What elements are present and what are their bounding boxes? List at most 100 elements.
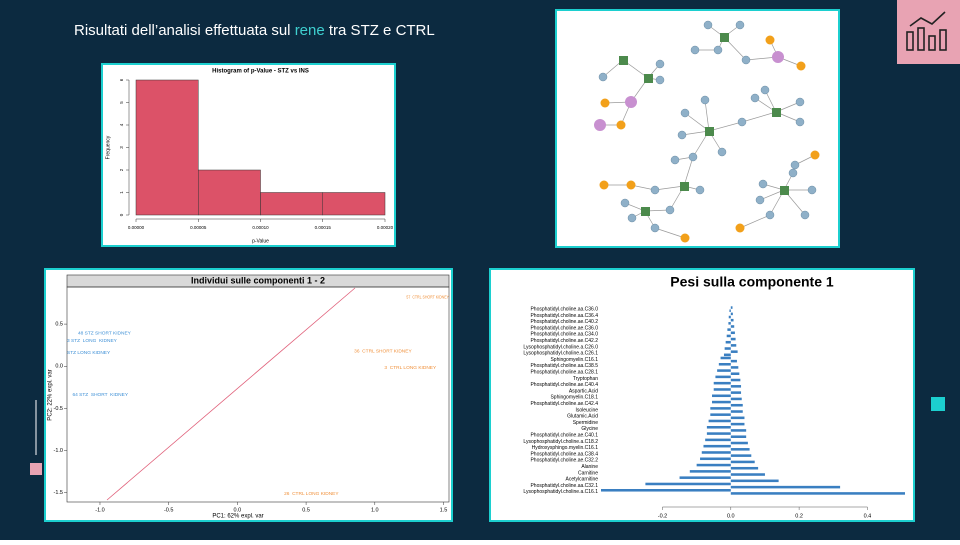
x-tick-label: -1.0 [95,507,104,513]
bar [730,344,737,347]
bar [710,413,731,416]
bar [260,192,323,216]
network-nodes [598,20,817,233]
bar [730,441,748,445]
bar [730,331,735,335]
bar [679,476,731,479]
bar [730,416,745,420]
bar [730,492,905,495]
point-label: 36 CTRL SHORT KIDNEY [354,348,412,354]
chart-title: Pesi sulla componente 1 [670,274,834,290]
y-tick-label: Isoleucine [575,407,598,413]
bar [708,419,731,423]
bar [730,318,734,322]
x-axis-label: PC1: 62% expl. var [212,514,263,520]
network-nodes-purple [594,51,784,131]
bar [730,473,765,476]
y-tick-label: 2 [119,168,124,171]
x-tick-label: 0.00005 [190,225,207,230]
slide-title: Risultati dell’analisi effettuata sul re… [74,22,435,39]
bar [723,353,731,357]
y-tick-label: 3 [119,146,124,149]
scatter-frame [44,268,453,522]
y-tick-label: 1 [119,191,124,194]
network-nodes-orange [599,35,820,243]
bar [730,325,735,328]
bar [198,169,261,216]
x-tick-label: 0.5 [302,507,310,513]
x-tick-label: 0.4 [864,513,872,519]
y-tick-label: Phosphatidyl.choline.aa.C36.0 [530,306,598,312]
bar [601,489,731,492]
bar [730,422,745,426]
bar [730,429,747,432]
reference-line [106,287,356,501]
y-tick-label: Glycine [581,426,598,432]
bar [700,457,731,461]
point-label: 57 CTRL SHORT KIDNEY [406,294,449,300]
bar [730,385,742,388]
bar [727,328,731,331]
title-part: Risultati dell’analisi effettuata sul [74,22,295,39]
y-tick-label: Lysophosphatidyl.choline.a.C26.1 [523,351,598,357]
deco-square [30,463,42,475]
bar [726,334,731,338]
bar [730,479,779,483]
bar [706,426,731,429]
y-tick-label: 0.0 [55,364,63,370]
point-label: 3 CTRL LONG KIDNEY [384,365,437,371]
bar [730,460,755,464]
x-tick-label: 0.0 [234,507,242,513]
y-tick-label: Phosphatidyl.choline.aa.C36.4 [530,313,598,319]
point-label: 3 STZ LONG KIDNEY [67,338,118,344]
y-tick-label: Phosphatidyl.choline.aa.C32.1 [530,483,598,489]
bar [713,388,731,391]
y-tick-label: Phosphatidyl.choline.ae.C40.4 [530,382,598,388]
y-axis-label: PC2: 22% expl. var [48,369,54,420]
x-tick-label: 0.2 [795,513,803,519]
plot-border [66,286,450,503]
x-tick-label: 0.00020 [377,225,394,230]
point-label: STZ LONG KIDNEY [67,350,111,356]
y-tick-label: Phosphatidyl.choline.aa.C28.1 [530,369,598,375]
y-tick-label: 0.5 [55,322,63,328]
bar [730,306,733,309]
y-tick-label: Phosphatidyl.choline.ae.C42.4 [530,401,598,407]
deco-square [931,397,945,411]
y-tick-label: Aspartic.Acid [569,388,598,394]
y-tick-label: Glutamic.Acid [567,414,598,420]
y-tick-label: Phosphatidyl.choline.ae.C32.2 [530,458,598,464]
bar [730,391,742,394]
bar [135,79,199,216]
bar [720,356,731,360]
y-tick-label: Lysophosphatidyl.choline.a.C26.0 [523,344,598,350]
title-highlight: rene [295,22,325,39]
point-label: 48 STZ SHORT KIDNEY [78,331,132,337]
y-tick-label: 6 [119,78,124,81]
bar [730,378,741,382]
bar [715,375,731,379]
chart-icon [906,11,947,51]
bar [713,381,731,385]
x-tick-label: 0.0 [727,513,735,519]
y-tick-label: -1.0 [54,448,63,454]
y-tick-label: Sphingomyelin.C18.1 [550,395,598,401]
title-part: tra STZ e CTRL [325,22,435,39]
bar [705,438,731,442]
bar [729,309,731,312]
x-tick-label: 0.00010 [252,225,269,230]
y-tick-label: Acetylcarnitine [565,477,598,483]
bar-frame [489,268,915,522]
bar [701,451,731,454]
y-tick-label: Phosphatidyl.choline.aa.C34.0 [530,332,598,338]
bar [730,337,736,341]
y-tick-label: Phosphatidyl.choline.ae.C40.2 [530,319,598,325]
y-axis-label: Frequency [105,135,111,159]
y-tick-label: Sphingomyelin.C16.1 [550,357,598,363]
y-tick-label: -0.5 [54,406,63,412]
x-tick-label: 0.00015 [315,225,332,230]
y-tick-label: Hydroxysphingo.myelin.C16.1 [532,445,599,451]
bar [725,340,731,344]
